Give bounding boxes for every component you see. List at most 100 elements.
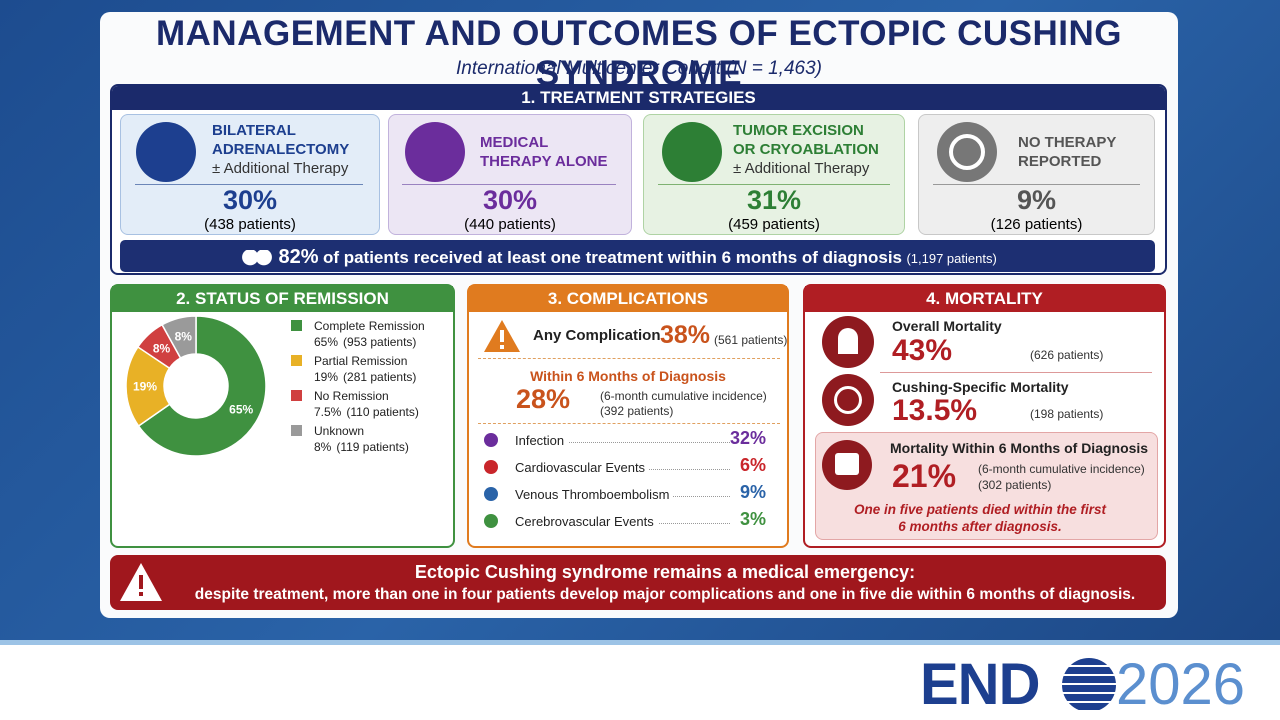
- six-month-box: [815, 432, 1158, 540]
- legend-percent: 65%: [314, 335, 338, 349]
- six-month-label: Within 6 Months of Diagnosis: [530, 368, 726, 384]
- overall-label: Overall Mortality: [892, 318, 1002, 334]
- legend-swatch: [291, 355, 302, 366]
- donut-chart: 65% Complete Remission 65% (953 patients) 19…: [125, 315, 425, 457]
- specific-percent: 13.5%: [892, 394, 978, 427]
- legend-value: 8% (119 patients): [314, 440, 409, 454]
- any-percent: 38%: [660, 321, 711, 349]
- footer-line2: despite treatment, more than one in four…: [194, 586, 1136, 603]
- legend-percent: 7.5%: [314, 405, 342, 419]
- six-month-message: One in five patients died within the fir…: [853, 502, 1107, 534]
- divider: [933, 184, 1140, 185]
- legend-patients: (281 patients): [343, 370, 416, 384]
- warning-icon: [484, 320, 520, 352]
- leader: [522, 442, 730, 443]
- six-month-note: (6-month cumulative incidence): [600, 389, 767, 403]
- complication-row: Venous Thromboembolism 9%: [482, 482, 766, 504]
- legend-swatch: [291, 425, 302, 436]
- logo-year: 2026: [1116, 652, 1246, 717]
- divider: [478, 358, 780, 359]
- complication-percent: 9%: [739, 482, 766, 502]
- overall-patients: (626 patients): [1030, 348, 1104, 362]
- card-percent: 30%: [482, 185, 538, 215]
- legend-percent: 8%: [314, 440, 332, 454]
- any-patients: (561 patients): [714, 333, 788, 347]
- summary-percent: 82%: [278, 246, 319, 268]
- slice-label: 19%: [133, 379, 157, 393]
- card-percent: 31%: [746, 185, 802, 215]
- complication-label: Infection: [515, 433, 569, 448]
- complication-row: Cerebrovascular Events 3%: [482, 509, 766, 531]
- card-title: TUMOR EXCISION OR CRYOABLATION: [733, 122, 879, 158]
- card-percent: 30%: [222, 185, 278, 215]
- summary-bar: [120, 240, 1155, 272]
- complication-icon: [484, 487, 498, 501]
- complication-row: Cardiovascular Events 6%: [482, 455, 766, 477]
- six-month-percent: 28%: [516, 384, 571, 414]
- divider: [402, 184, 616, 185]
- legend-swatch: [291, 390, 302, 401]
- section-heading: 4. MORTALITY: [805, 286, 1164, 312]
- people-icon: [240, 249, 274, 268]
- no-icon-ring: [949, 134, 985, 170]
- six-month-percent: 21%: [892, 458, 957, 494]
- logo-text: END: [920, 652, 1040, 717]
- legend-percent: 19%: [314, 370, 338, 384]
- donut-slice: [161, 315, 197, 360]
- slice-label: 65%: [229, 403, 253, 417]
- divider: [135, 184, 363, 185]
- card-title: NO THERAPY REPORTED: [1018, 134, 1117, 170]
- card-note: ± Additional Therapy: [212, 160, 349, 177]
- complications-section: 3. COMPLICATIONS: [467, 284, 789, 548]
- legend-name: Unknown: [314, 424, 364, 438]
- shape: [139, 592, 143, 596]
- overall-percent: 43%: [892, 334, 953, 367]
- card-patients: (438 patients): [204, 216, 296, 233]
- card-patients: (126 patients): [990, 216, 1083, 233]
- divider: [880, 372, 1152, 373]
- summary-patients: (1,197 patients): [906, 251, 997, 266]
- legend-name: Complete Remission: [314, 319, 425, 333]
- section-heading: 3. COMPLICATIONS: [469, 286, 787, 312]
- complication-icon: [484, 460, 498, 474]
- calendar-shape: [835, 453, 859, 475]
- complication-label: Cerebrovascular Events: [515, 514, 658, 529]
- donut-slice: [137, 315, 267, 457]
- legend-value: 7.5% (110 patients): [314, 405, 419, 419]
- kidney-icon: [136, 122, 196, 182]
- complication-percent: 32%: [729, 428, 766, 448]
- complication-icon: [484, 514, 498, 528]
- card-patients: (459 patients): [728, 216, 820, 233]
- divider: [478, 423, 780, 424]
- legend-value: 19% (281 patients): [314, 370, 416, 384]
- card-note: ± Additional Therapy: [733, 160, 870, 177]
- card-patients: (440 patients): [464, 216, 556, 233]
- legend-patients: (953 patients): [343, 335, 416, 349]
- card-title: MEDICAL THERAPY ALONE: [480, 134, 608, 170]
- six-month-patients: (302 patients): [978, 478, 1052, 492]
- target-ring: [834, 386, 862, 414]
- summary-text: of patients received at least one treatm…: [322, 248, 902, 267]
- section-heading: 1. TREATMENT STRATEGIES: [112, 86, 1165, 110]
- card-percent: 9%: [1016, 185, 1057, 215]
- legend-name: No Remission: [314, 389, 389, 403]
- six-month-label: Mortality Within 6 Months of Diagnosis: [890, 440, 1149, 456]
- title: MANAGEMENT AND OUTCOMES OF ECTOPIC CUSHI…: [155, 14, 1123, 93]
- card-title: BILATERAL ADRENALECTOMY: [212, 122, 350, 158]
- shape: [500, 345, 504, 349]
- warning-icon: [120, 563, 162, 601]
- logo-globe: [1062, 658, 1116, 712]
- complication-percent: 3%: [739, 509, 766, 529]
- complication-percent: 6%: [739, 455, 766, 475]
- slice-label: 8%: [153, 341, 171, 355]
- complication-row: Infection 32%: [482, 428, 766, 450]
- divider: [658, 184, 890, 185]
- complication-label: Cardiovascular Events: [515, 460, 650, 475]
- six-month-note: (6-month cumulative incidence): [978, 462, 1145, 476]
- shape: [139, 575, 143, 589]
- any-label: Any Complication: [533, 327, 661, 344]
- specific-label: Cushing-Specific Mortality: [892, 379, 1069, 395]
- legend-swatch: [291, 320, 302, 331]
- legend-patients: (119 patients): [336, 440, 409, 454]
- slice-label: 8%: [175, 330, 193, 344]
